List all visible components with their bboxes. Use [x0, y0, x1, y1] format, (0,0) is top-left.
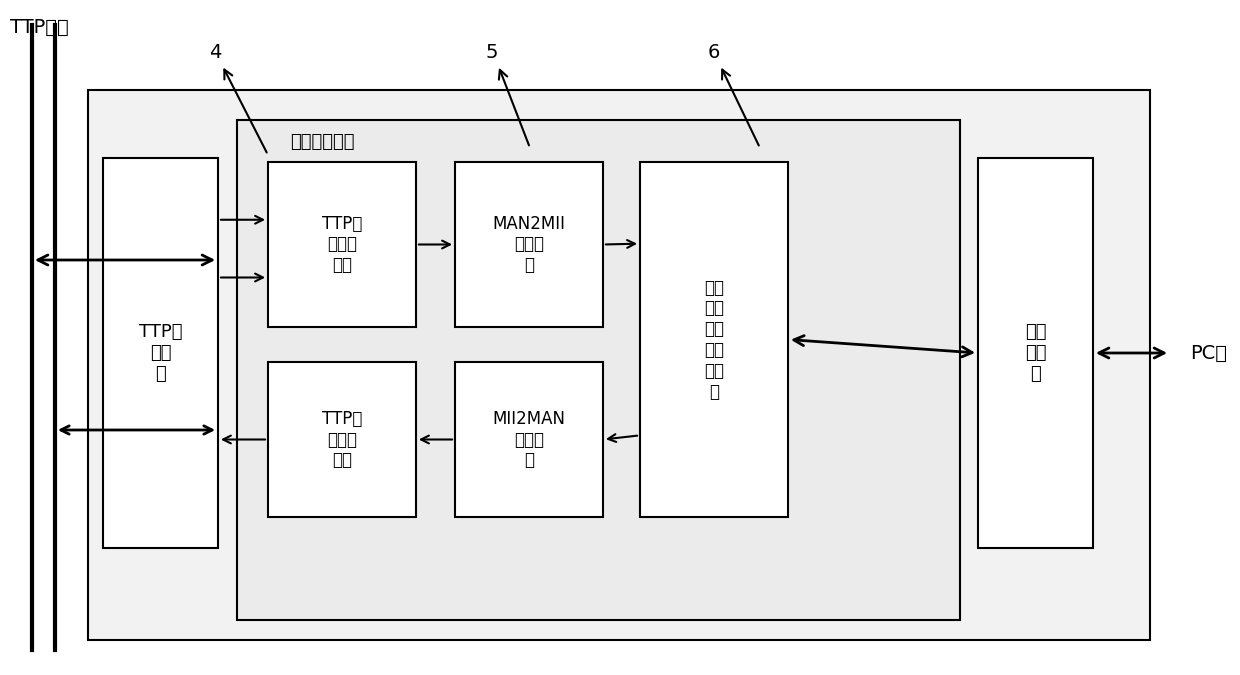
- Text: 6: 6: [708, 43, 720, 61]
- Text: PC机: PC机: [1190, 344, 1228, 362]
- Text: TTP总
线数据
发送: TTP总 线数据 发送: [322, 410, 362, 469]
- Text: 数据
缓冲
接收
与发
送控
制: 数据 缓冲 接收 与发 送控 制: [704, 279, 724, 400]
- Bar: [237, 120, 960, 620]
- Text: TTP总
线数据
捕获: TTP总 线数据 捕获: [322, 215, 362, 274]
- Text: TTP总线: TTP总线: [10, 18, 68, 37]
- Bar: [455, 162, 603, 327]
- Text: 数据控制单元: 数据控制单元: [290, 133, 355, 151]
- Text: 以太
网接
口: 以太 网接 口: [1024, 323, 1047, 383]
- Bar: [88, 90, 1149, 640]
- Bar: [103, 158, 218, 548]
- Text: 4: 4: [208, 43, 221, 61]
- Text: 5: 5: [486, 43, 498, 61]
- Text: TTP总
线接
口: TTP总 线接 口: [139, 323, 182, 383]
- Text: MII2MAN
编码转
换: MII2MAN 编码转 换: [492, 410, 565, 469]
- Bar: [455, 362, 603, 517]
- Text: MAN2MII
编码转
换: MAN2MII 编码转 换: [492, 215, 565, 274]
- Bar: [268, 362, 415, 517]
- Bar: [640, 162, 787, 517]
- Bar: [268, 162, 415, 327]
- Bar: [978, 158, 1092, 548]
